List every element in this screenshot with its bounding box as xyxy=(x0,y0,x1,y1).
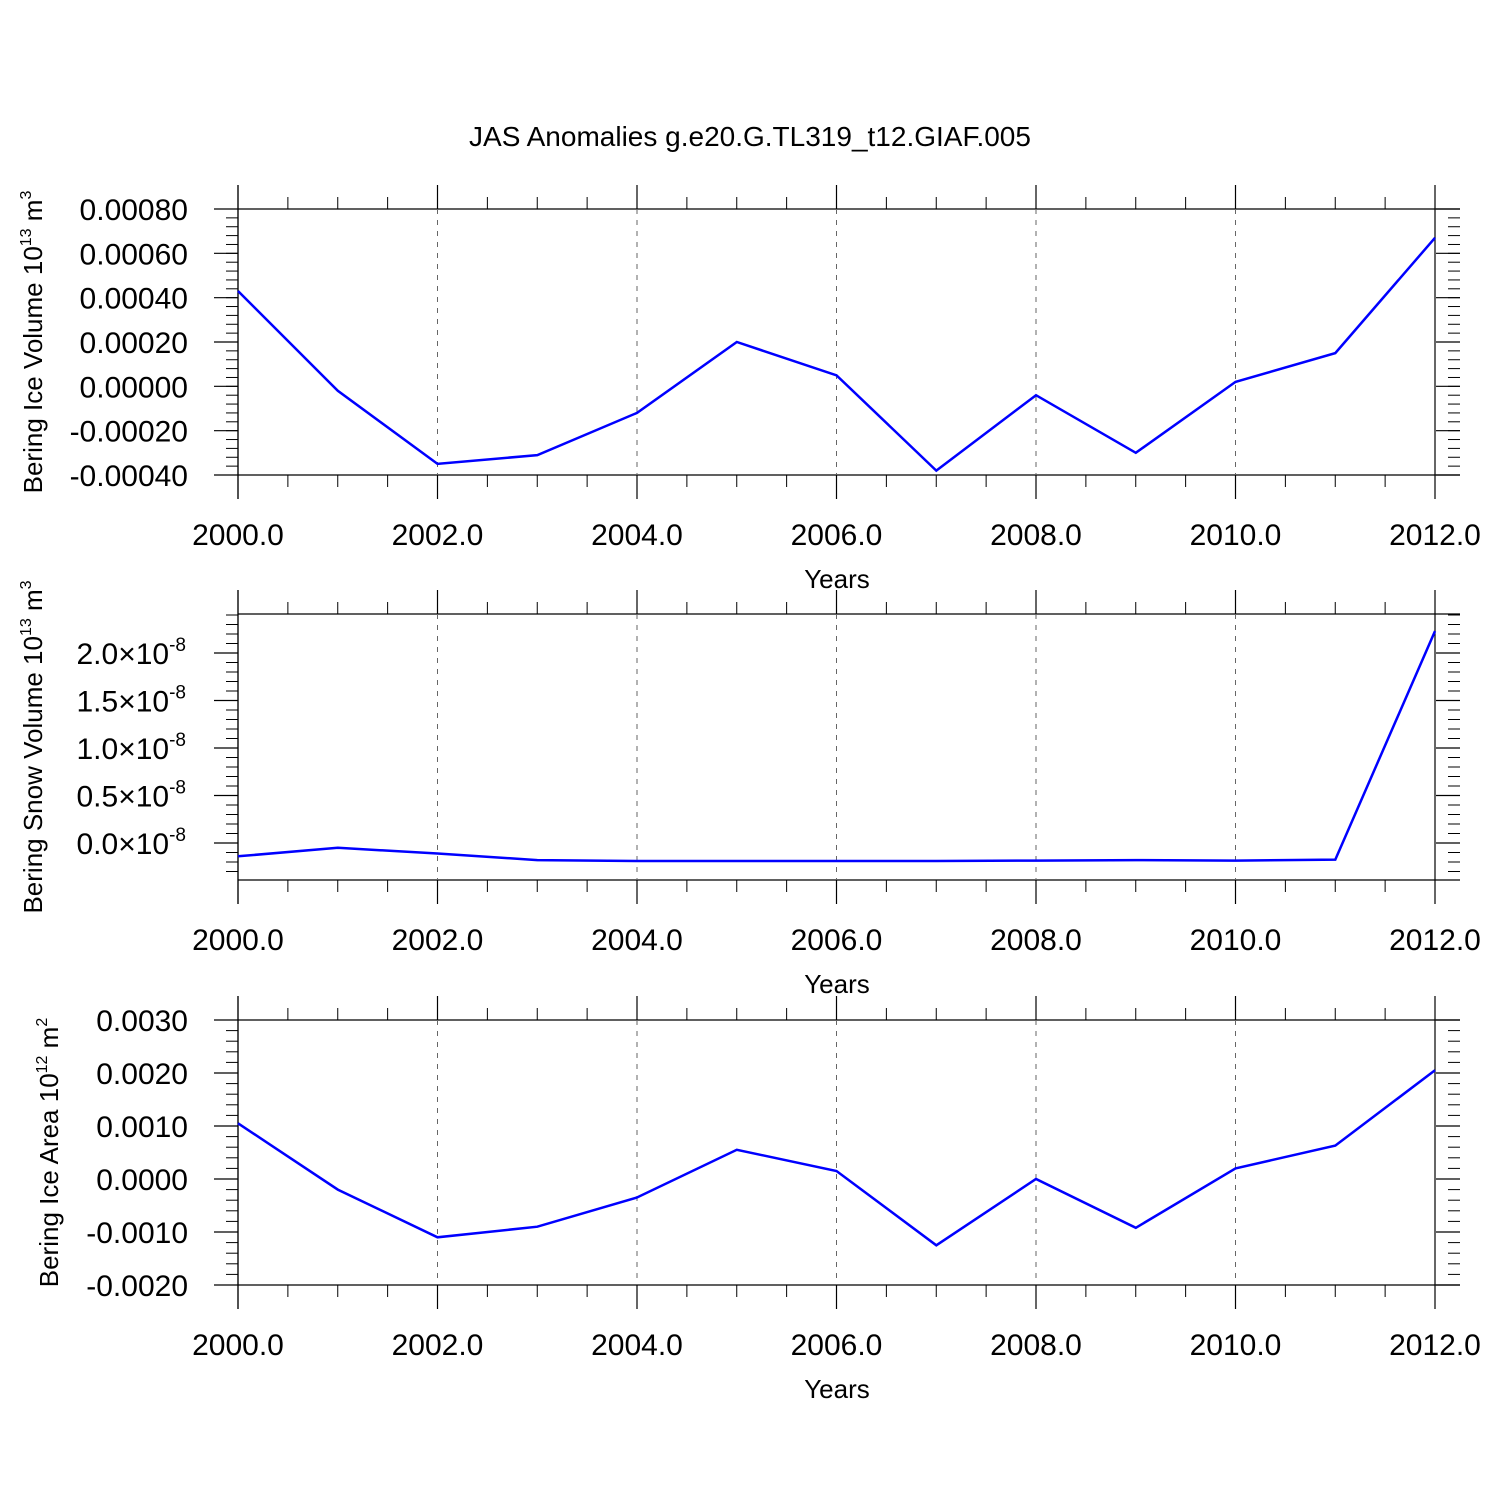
y-axis-label: Bering Ice Area 1012 m2 xyxy=(34,1018,64,1288)
x-tick-label: 2010.0 xyxy=(1190,1329,1282,1362)
x-axis-label: Years xyxy=(804,969,870,999)
x-tick-label: 2012.0 xyxy=(1389,519,1481,552)
x-axis-label: Years xyxy=(804,564,870,594)
panel-2: 2000.0 2002.0 2004.0 2006.0 2008.0 2010.0 2012… xyxy=(18,580,1481,999)
x-tick-label: 2000.0 xyxy=(192,924,284,957)
x-tick-label: 2002.0 xyxy=(392,924,484,957)
x-tick-label: 2006.0 xyxy=(791,1329,883,1362)
series-line xyxy=(237,630,1437,863)
y-tick-label: 0.00020 xyxy=(80,327,188,360)
x-axis-label: Years xyxy=(804,1374,870,1404)
panels: 2000.0 2002.0 2004.0 2006.0 2008.0 2010.0 2012… xyxy=(18,185,1481,1404)
y-tick-label: 2.0×10-8 xyxy=(77,635,187,671)
y-tick-label: 0.0010 xyxy=(96,1111,188,1144)
panel-3: 2000.0 2002.0 2004.0 2006.0 2008.0 2010.0 2012… xyxy=(34,996,1481,1404)
x-tick-label: 2000.0 xyxy=(192,1329,284,1362)
y-tick-label: 0.00060 xyxy=(80,238,188,271)
x-tick-label: 2008.0 xyxy=(990,519,1082,552)
x-tick-label: 2000.0 xyxy=(192,519,284,552)
x-tick-label: 2004.0 xyxy=(591,924,683,957)
x-tick-label: 2004.0 xyxy=(591,1329,683,1362)
y-tick-label: 1.0×10-8 xyxy=(77,730,187,766)
y-tick-label: 0.5×10-8 xyxy=(77,778,187,814)
y-tick-label: -0.00040 xyxy=(70,460,188,493)
x-tick-label: 2012.0 xyxy=(1389,924,1481,957)
panel-1: 2000.0 2002.0 2004.0 2006.0 2008.0 2010.0 2012… xyxy=(18,185,1481,594)
x-tick-label: 2002.0 xyxy=(392,519,484,552)
y-tick-label: 0.0030 xyxy=(96,1005,188,1038)
series-line xyxy=(237,1069,1436,1247)
y-tick-label: 0.00000 xyxy=(80,371,188,404)
x-tick-label: 2002.0 xyxy=(392,1329,484,1362)
figure-title: JAS Anomalies g.e20.G.TL319_t12.GIAF.005 xyxy=(469,121,1031,152)
x-tick-label: 2006.0 xyxy=(791,519,883,552)
x-tick-label: 2004.0 xyxy=(591,519,683,552)
x-tick-label: 2008.0 xyxy=(990,924,1082,957)
y-tick-label: 1.5×10-8 xyxy=(77,683,187,719)
y-tick-label: 0.0×10-8 xyxy=(77,825,187,861)
y-axis-label: Bering Ice Volume 1013 m3 xyxy=(18,191,48,494)
y-tick-label: -0.0020 xyxy=(86,1270,188,1303)
series-line xyxy=(237,236,1436,473)
y-tick-label: 0.0000 xyxy=(96,1164,188,1197)
x-tick-label: 2010.0 xyxy=(1190,924,1282,957)
y-tick-label: 0.00040 xyxy=(80,283,188,316)
x-tick-label: 2006.0 xyxy=(791,924,883,957)
x-tick-label: 2010.0 xyxy=(1190,519,1282,552)
y-tick-label: -0.00020 xyxy=(70,416,188,449)
y-tick-label: 0.0020 xyxy=(96,1058,188,1091)
y-tick-label: -0.0010 xyxy=(86,1217,188,1250)
x-tick-label: 2012.0 xyxy=(1389,1329,1481,1362)
y-tick-label: 0.00080 xyxy=(80,194,188,227)
y-axis-label: Bering Snow Volume 1013 m3 xyxy=(18,580,48,913)
x-tick-label: 2008.0 xyxy=(990,1329,1082,1362)
